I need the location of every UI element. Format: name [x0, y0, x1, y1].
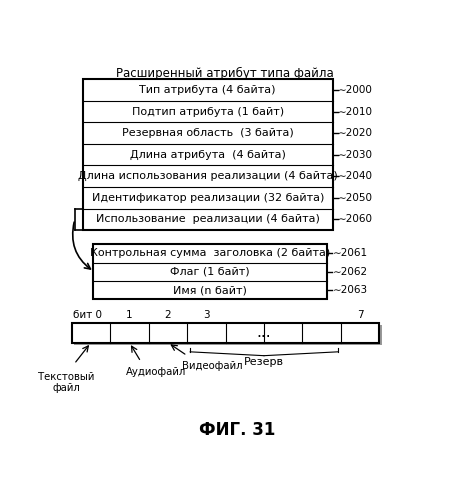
Text: Расширенный атрибут типа файла: Расширенный атрибут типа файла: [116, 67, 333, 80]
Text: ∼2061: ∼2061: [333, 248, 368, 258]
Text: Идентификатор реализации (32 байта): Идентификатор реализации (32 байта): [91, 193, 324, 203]
Text: Длина атрибута  (4 байта): Длина атрибута (4 байта): [130, 150, 286, 160]
Text: ∼2010: ∼2010: [338, 106, 373, 117]
Text: 2: 2: [164, 310, 171, 320]
Text: ∼2063: ∼2063: [333, 285, 368, 295]
Bar: [72, 322, 379, 342]
Text: ФИГ. 31: ФИГ. 31: [199, 421, 275, 439]
Text: Резерв: Резерв: [244, 357, 284, 367]
Text: Текстовый
файл: Текстовый файл: [38, 372, 94, 394]
Text: Флаг (1 байт): Флаг (1 байт): [170, 267, 250, 277]
Text: Использование  реализации (4 байта): Использование реализации (4 байта): [96, 214, 320, 224]
Bar: [83, 79, 333, 230]
Text: ∼2050: ∼2050: [338, 193, 373, 203]
Text: бит 0: бит 0: [73, 310, 102, 320]
Text: Тип атрибута (4 байта): Тип атрибута (4 байта): [140, 85, 276, 95]
Text: Имя (n байт): Имя (n байт): [173, 285, 247, 295]
Text: ∼2060: ∼2060: [338, 214, 373, 224]
Bar: [92, 244, 328, 300]
Text: 1: 1: [126, 310, 133, 320]
Text: ...: ...: [257, 325, 271, 340]
Text: ∼2030: ∼2030: [338, 150, 373, 160]
Text: Длина использования реализации (4 байта): Длина использования реализации (4 байта): [78, 172, 338, 181]
Text: Подтип атрибута (1 байт): Подтип атрибута (1 байт): [132, 106, 284, 117]
FancyBboxPatch shape: [74, 325, 382, 345]
Text: Видеофайл: Видеофайл: [182, 361, 243, 371]
Text: ∼2000: ∼2000: [338, 85, 373, 95]
Text: Аудиофайл: Аудиофайл: [126, 367, 187, 377]
Text: 7: 7: [357, 310, 364, 320]
Text: Контрольная сумма  заголовка (2 байта): Контрольная сумма заголовка (2 байта): [90, 248, 330, 258]
Text: ∼2040: ∼2040: [338, 172, 373, 181]
Text: ∼2062: ∼2062: [333, 267, 368, 277]
Text: Резервная область  (3 байта): Резервная область (3 байта): [122, 128, 293, 138]
Text: ∼2020: ∼2020: [338, 128, 373, 138]
Text: 3: 3: [203, 310, 210, 320]
